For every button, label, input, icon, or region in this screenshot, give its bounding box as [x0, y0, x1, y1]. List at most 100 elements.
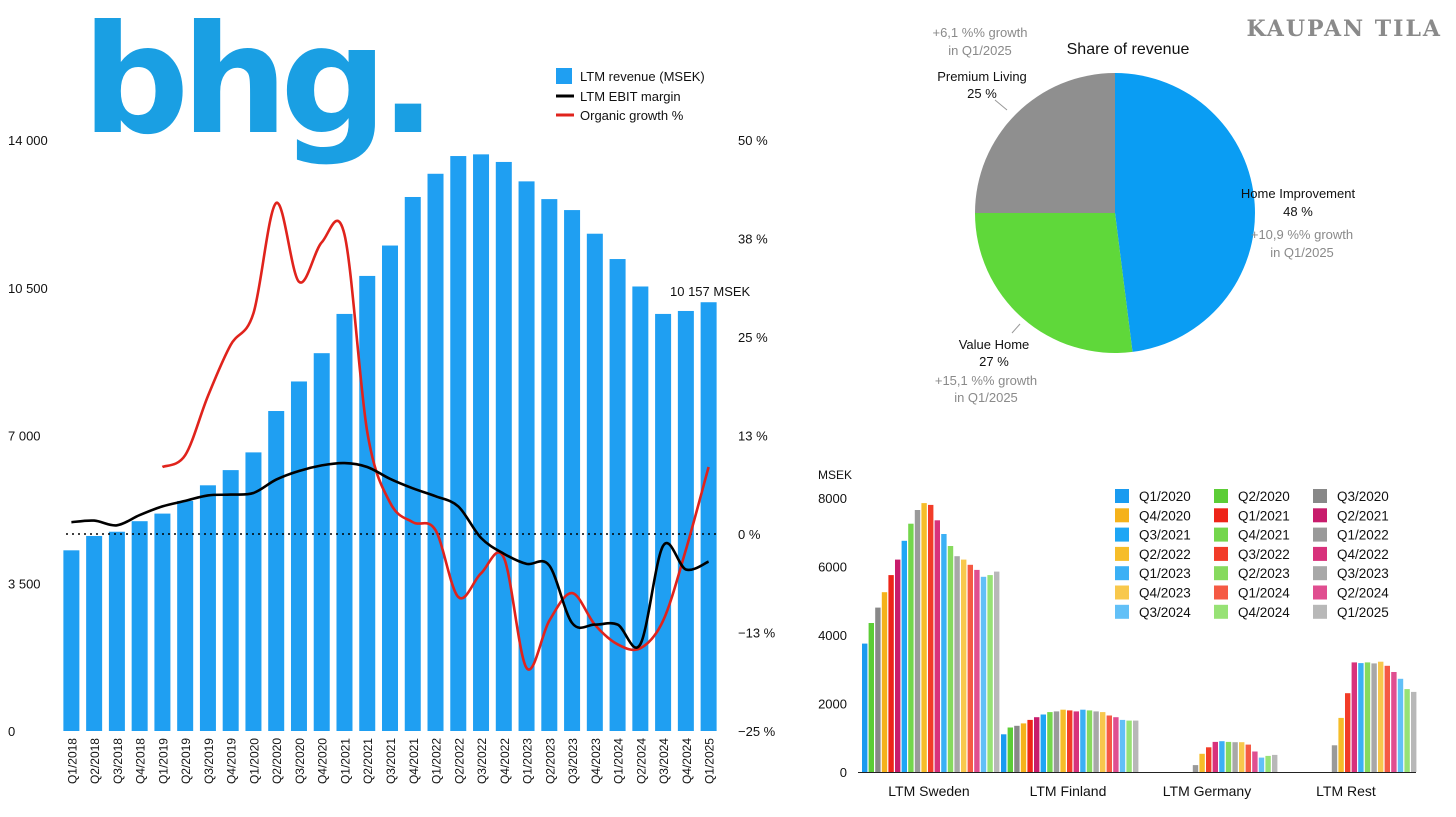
x-axis-tick-label: Q3/2021: [384, 738, 398, 784]
legend-label: Q3/2022: [1238, 547, 1290, 562]
country-bar: [1106, 715, 1112, 772]
legend-label: Q4/2024: [1238, 605, 1290, 620]
country-bar: [1371, 663, 1377, 772]
x-axis-tick-label: Q1/2023: [521, 738, 535, 784]
y-axis-tick-label: 6000: [818, 560, 847, 575]
legend-label: Q1/2025: [1337, 605, 1389, 620]
country-bar: [1001, 734, 1007, 772]
country-bar: [1206, 747, 1212, 772]
x-axis-group-label: LTM Germany: [1163, 783, 1251, 799]
legend-label: Q1/2024: [1238, 586, 1290, 601]
country-bar: [1331, 745, 1338, 772]
y-axis-tick-label: 3 500: [8, 576, 41, 591]
x-axis-tick-label: Q4/2018: [134, 738, 148, 784]
x-axis-tick-label: Q2/2023: [543, 738, 557, 784]
country-bar: [1060, 709, 1066, 772]
y-axis-tick-label: 7 000: [8, 429, 41, 444]
x-axis-tick-label: Q1/2021: [338, 738, 352, 784]
legend-label-revenue: LTM revenue (MSEK): [580, 69, 705, 84]
legend-label: Q3/2021: [1139, 528, 1191, 543]
country-bar: [1192, 765, 1199, 772]
y-axis-tick-label: 4000: [818, 628, 847, 643]
x-axis-tick-label: Q1/2020: [247, 738, 261, 784]
pie-growth-note: +15,1 %% growth: [935, 373, 1037, 388]
x-axis-tick-label: Q1/2018: [65, 738, 79, 784]
legend-label: Q2/2022: [1139, 547, 1191, 562]
revenue-bar: [450, 156, 467, 731]
x-axis-tick-label: Q2/2018: [88, 738, 102, 784]
revenue-bar: [199, 485, 216, 731]
country-bar: [1119, 719, 1126, 772]
y-axis-tick-label: 14 000: [8, 133, 48, 148]
revenue-bar: [632, 286, 649, 731]
legend-swatch: [1214, 585, 1228, 600]
x-axis-tick-label: Q4/2020: [316, 738, 330, 784]
x-axis-tick-label: Q2/2022: [452, 738, 466, 784]
country-bar: [881, 592, 888, 772]
country-bar: [1232, 742, 1238, 772]
legend-swatch: [1115, 585, 1129, 600]
country-bar: [1384, 665, 1390, 772]
country-bar: [941, 534, 947, 772]
country-bar: [895, 559, 901, 772]
country-bar: [1252, 751, 1258, 772]
revenue-bar: [222, 470, 239, 731]
x-axis-tick-label: Q1/2024: [612, 738, 626, 784]
revenue-bar: [336, 313, 353, 731]
country-bar: [1080, 709, 1086, 772]
country-bar: [928, 504, 934, 772]
y2-axis-tick-label: 13 %: [738, 429, 768, 444]
legend-swatch: [1115, 489, 1129, 503]
country-bar: [1020, 723, 1027, 772]
y-axis-tick-label: 2000: [818, 697, 847, 712]
revenue-bar: [63, 550, 80, 731]
legend-swatch: [1115, 604, 1129, 619]
pie-percent: 27 %: [979, 354, 1009, 369]
x-axis-group-label: LTM Rest: [1316, 783, 1376, 799]
x-axis-tick-label: Q2/2021: [361, 738, 375, 784]
legend-swatch: [1214, 566, 1228, 581]
country-bar: [947, 546, 954, 772]
country-bar: [1027, 719, 1033, 772]
country-bar: [934, 520, 940, 772]
revenue-bar: [359, 275, 376, 731]
y-axis-tick-label: 10 500: [8, 281, 48, 296]
x-axis-tick-label: Q3/2019: [202, 738, 216, 784]
country-bar: [954, 556, 960, 772]
country-bar: [875, 607, 881, 772]
x-axis-tick-label: Q3/2018: [111, 738, 125, 784]
country-bar: [868, 623, 874, 772]
country-bar: [961, 559, 967, 772]
legend-label: Q1/2023: [1139, 566, 1191, 581]
country-bar: [1245, 744, 1251, 772]
country-bar: [1411, 691, 1417, 772]
last-value-annotation: 10 157 MSEK: [670, 284, 751, 299]
legend-label: Q1/2020: [1139, 489, 1191, 504]
x-axis-tick-label: Q1/2022: [430, 738, 444, 784]
legend-swatch: [1313, 508, 1327, 523]
revenue-bar: [154, 513, 171, 731]
pie-percent: 25 %: [967, 86, 997, 101]
country-bar: [1126, 720, 1132, 772]
revenue-bar: [700, 302, 717, 731]
x-axis-group-label: LTM Finland: [1030, 783, 1107, 799]
x-axis-group-label: LTM Sweden: [888, 783, 969, 799]
country-bar: [1358, 663, 1364, 772]
country-bar: [901, 540, 907, 772]
revenue-bar: [86, 535, 103, 731]
legend-swatch: [1115, 546, 1129, 561]
country-bar: [994, 571, 1000, 772]
pie-growth-note: in Q1/2025: [954, 390, 1018, 405]
legend-swatch: [1214, 604, 1228, 619]
country-bar: [1364, 662, 1371, 772]
ebit-margin-line: [71, 461, 710, 649]
country-bar: [1073, 711, 1079, 772]
y2-axis-tick-label: −25 %: [738, 724, 776, 739]
x-axis-tick-label: Q2/2019: [179, 738, 193, 784]
country-bar: [1034, 717, 1040, 772]
pie-label: Value Home: [959, 337, 1030, 352]
country-bar: [1338, 717, 1344, 772]
country-bar: [1404, 689, 1410, 772]
country-bar: [1265, 755, 1271, 772]
